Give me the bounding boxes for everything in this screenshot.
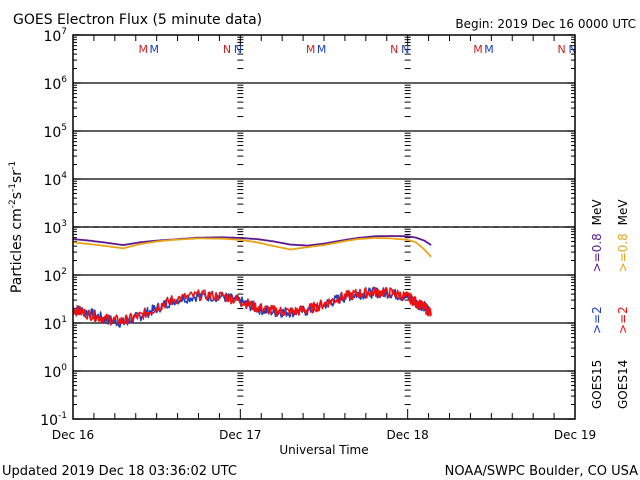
y-tick-base: 10: [43, 77, 61, 93]
x-tick-label: Dec 18: [387, 428, 429, 442]
series-goes14-2-mev: [72, 286, 432, 326]
y-tick-label: 106: [43, 75, 67, 93]
y-tick-label: 104: [43, 171, 67, 189]
mn-marker-m: M: [473, 43, 483, 56]
legend-goes14-high: >=0.8: [616, 233, 630, 272]
y-tick-exponent: 5: [61, 123, 67, 133]
y-axis-label-sup1: -2: [8, 199, 18, 208]
y-axis-label: Particles cm-2s-1sr-1: [8, 161, 25, 293]
mn-marker-n: N: [223, 43, 231, 56]
y-tick-base: 10: [43, 125, 61, 141]
legend-goes15-high: >=0.8: [590, 233, 604, 272]
y-tick-label: 102: [43, 267, 67, 285]
x-tick-label: Dec 16: [52, 428, 94, 442]
y-tick-base: 10: [43, 365, 61, 381]
x-tick-label: Dec 17: [219, 428, 261, 442]
x-tick-label: Dec 19: [554, 428, 596, 442]
x-tick-labels: Dec 16 Dec 17 Dec 18 Dec 19: [52, 428, 596, 442]
series-goes15-0-8-mev: [72, 235, 432, 247]
y-tick-label: 10-1: [40, 411, 67, 429]
x-axis-label: Universal Time: [279, 443, 368, 457]
y-tick-base: 10: [43, 173, 61, 189]
y-tick-exponent: 3: [61, 219, 67, 229]
credit-text: NOAA/SWPC Boulder, CO USA: [445, 464, 638, 479]
chart-subtitle: Begin: 2019 Dec 16 0000 UTC: [455, 17, 636, 31]
y-tick-base: 10: [43, 29, 61, 45]
y-tick-base: 10: [43, 317, 61, 333]
legend: GOES15 >=2 >=0.8 MeV GOES14 >=2 >=0.8 Me…: [590, 199, 630, 409]
y-tick-base: 10: [40, 413, 58, 429]
y-tick-exponent: 0: [61, 363, 67, 373]
mn-marker-m: M: [306, 43, 316, 56]
mn-marker-n: N: [390, 43, 398, 56]
y-tick-label: 101: [43, 315, 67, 333]
legend-goes14-unit: MeV: [616, 199, 630, 226]
y-axis-label-sr: sr: [9, 170, 25, 183]
y-tick-label: 100: [43, 363, 67, 381]
y-tick-label: 103: [43, 219, 67, 237]
y-tick-base: 10: [43, 269, 61, 285]
mn-marker-m: M: [317, 43, 327, 56]
y-axis-label-base: Particles cm: [9, 208, 25, 293]
legend-goes15-unit: MeV: [590, 199, 604, 226]
legend-goes14-label: GOES14: [616, 360, 630, 409]
y-axis-label-sup2: -1: [8, 183, 18, 192]
legend-goes14-low: >=2: [616, 306, 630, 334]
mn-marker-m: M: [139, 43, 149, 56]
legend-goes15-label: GOES15: [590, 360, 604, 409]
series-lines: [72, 235, 432, 328]
mn-marker-m: M: [484, 43, 494, 56]
updated-timestamp: Updated 2019 Dec 18 03:36:02 UTC: [2, 464, 237, 479]
legend-col2: GOES14 >=2 >=0.8 MeV: [616, 199, 630, 409]
y-tick-exponent: 2: [61, 267, 67, 277]
y-tick-label: 105: [43, 123, 67, 141]
y-tick-base: 10: [43, 221, 61, 237]
y-tick-exponent: 1: [61, 315, 67, 325]
y-axis-label-s: s: [9, 192, 25, 199]
y-tick-label: 107: [43, 27, 67, 45]
legend-col1: GOES15 >=2 >=0.8 MeV: [590, 199, 604, 409]
y-axis-label-sup3: -1: [8, 161, 18, 170]
chart-title: GOES Electron Flux (5 minute data): [13, 12, 262, 28]
y-tick-exponent: -1: [58, 411, 67, 421]
plot-frame: [72, 34, 576, 420]
y-tick-exponent: 7: [61, 27, 67, 37]
gridlines: [73, 82, 575, 372]
series-goes14-0-8-mev: [72, 237, 432, 258]
mn-marker-n: N: [401, 43, 409, 56]
y-tick-exponent: 6: [61, 75, 67, 85]
legend-goes15-low: >=2: [590, 306, 604, 334]
mn-marker-n: N: [558, 43, 566, 56]
mn-marker-n: N: [234, 43, 242, 56]
mn-marker-m: M: [150, 43, 160, 56]
mn-marker-n: N: [569, 43, 577, 56]
y-tick-exponent: 4: [61, 171, 67, 181]
